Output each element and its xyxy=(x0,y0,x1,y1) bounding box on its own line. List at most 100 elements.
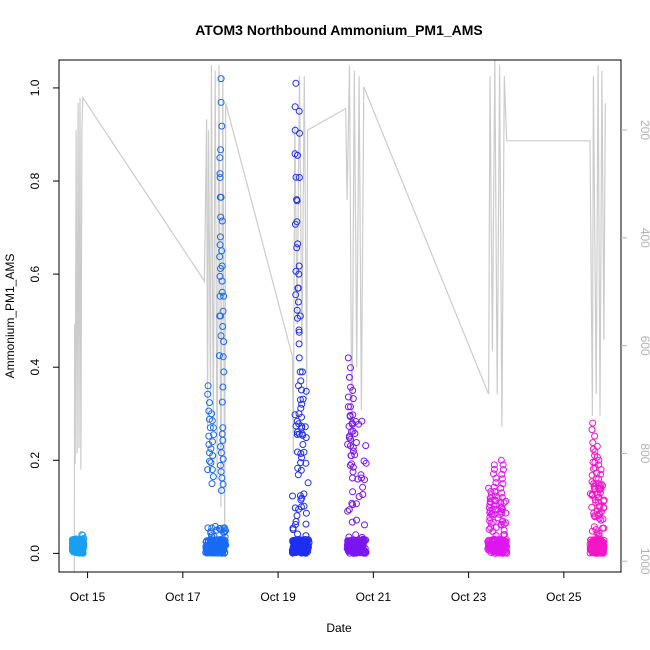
data-point xyxy=(292,173,300,181)
data-point xyxy=(493,538,501,546)
data-point xyxy=(217,536,225,544)
data-point xyxy=(591,513,599,521)
data-point xyxy=(76,535,84,543)
data-point xyxy=(298,422,306,430)
data-point xyxy=(498,503,505,511)
data-point xyxy=(589,419,597,427)
data-point xyxy=(595,456,603,464)
data-point xyxy=(489,518,497,526)
y-tick-label: 0.8 xyxy=(28,172,42,189)
data-point xyxy=(221,541,229,549)
y-tick-label: 0.0 xyxy=(28,545,42,562)
data-point xyxy=(588,527,596,535)
data-point xyxy=(219,383,227,391)
data-point xyxy=(216,170,224,178)
data-point xyxy=(349,411,357,419)
data-point xyxy=(216,292,224,300)
data-point xyxy=(220,338,228,346)
data-point xyxy=(586,490,594,498)
secondary-line-layer xyxy=(73,60,606,572)
data-point xyxy=(207,528,215,536)
data-point xyxy=(498,475,506,483)
y-axis: 0.0 0.2 0.4 0.6 0.8 1.0 xyxy=(28,79,59,562)
data-point xyxy=(294,284,302,292)
data-point xyxy=(302,532,310,540)
data-point xyxy=(216,174,224,181)
data-point xyxy=(293,218,301,226)
data-point xyxy=(302,434,310,442)
data-point xyxy=(219,424,227,432)
data-point xyxy=(294,298,302,306)
data-point xyxy=(219,307,227,315)
data-point xyxy=(348,460,355,468)
data-point xyxy=(349,444,357,451)
data-point xyxy=(297,450,305,457)
data-point xyxy=(352,439,360,446)
data-point xyxy=(204,466,212,474)
data-point xyxy=(347,364,354,372)
x-tick-label: Oct 23 xyxy=(451,590,487,604)
data-point xyxy=(218,288,226,296)
data-point xyxy=(296,129,303,137)
y2-tick-label: 400 xyxy=(638,228,650,248)
data-point xyxy=(351,451,359,459)
data-point xyxy=(488,491,495,499)
data-point xyxy=(348,499,356,507)
data-point xyxy=(352,500,360,508)
data-point xyxy=(292,291,300,299)
data-point xyxy=(357,471,365,479)
plot-frame xyxy=(58,59,622,573)
data-point xyxy=(490,465,498,473)
data-point xyxy=(288,547,296,555)
data-point xyxy=(207,445,215,453)
data-point xyxy=(218,487,225,494)
data-point xyxy=(219,323,227,330)
data-point xyxy=(600,496,608,504)
data-point xyxy=(293,244,301,252)
data-point xyxy=(217,213,225,221)
data-point xyxy=(216,524,224,532)
data-point xyxy=(349,501,357,509)
data-point xyxy=(485,484,493,492)
data-point xyxy=(298,494,306,502)
data-point xyxy=(497,521,505,529)
y2-tick-label: 600 xyxy=(638,336,650,356)
data-point xyxy=(490,461,498,469)
data-point xyxy=(217,146,225,154)
data-point xyxy=(593,536,601,543)
data-point xyxy=(208,480,216,488)
y-tick-label: 0.4 xyxy=(28,359,42,376)
data-point xyxy=(291,411,299,419)
data-point xyxy=(349,463,357,471)
data-point xyxy=(299,441,307,448)
data-point xyxy=(218,277,226,285)
y2-axis: 200 400 600 800 1000 xyxy=(621,120,650,575)
data-point xyxy=(361,548,369,555)
data-point xyxy=(346,544,354,552)
points-layer xyxy=(68,75,608,557)
data-point xyxy=(209,473,217,481)
data-point xyxy=(295,174,303,181)
data-point xyxy=(360,539,368,546)
data-point xyxy=(345,533,353,541)
data-point xyxy=(346,432,353,440)
data-point xyxy=(293,512,301,520)
data-point xyxy=(499,480,507,488)
data-point xyxy=(209,424,217,432)
secondary-series-line xyxy=(73,60,606,572)
data-point xyxy=(207,459,215,467)
data-point xyxy=(590,484,598,492)
data-point xyxy=(206,457,213,465)
data-point xyxy=(73,543,81,551)
data-point xyxy=(298,400,306,408)
data-point xyxy=(211,540,219,548)
data-point xyxy=(348,518,356,526)
data-point xyxy=(302,545,310,553)
data-point xyxy=(345,373,353,381)
data-point xyxy=(304,479,312,487)
data-point xyxy=(295,107,303,115)
data-point xyxy=(72,548,80,556)
data-point xyxy=(302,509,310,517)
data-point xyxy=(593,507,601,515)
data-point xyxy=(217,75,225,83)
